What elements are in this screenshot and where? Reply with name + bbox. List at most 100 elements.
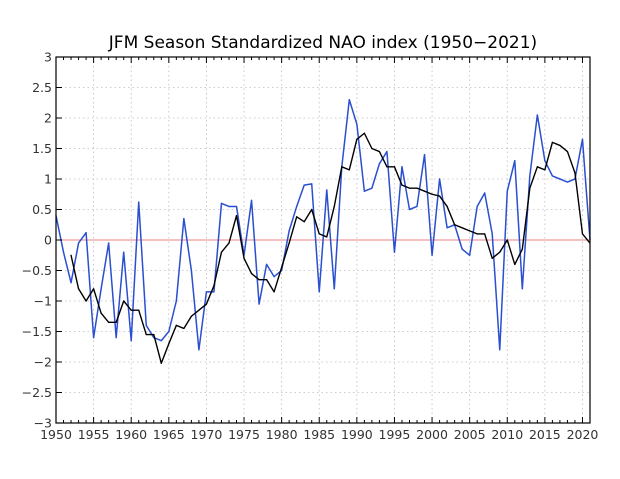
data-point <box>250 272 253 275</box>
data-point <box>311 208 313 211</box>
y-tick-label: 1.5 <box>32 141 52 156</box>
data-point <box>551 141 553 143</box>
data-point <box>544 160 546 162</box>
data-point <box>378 163 381 165</box>
series-layer <box>55 98 591 364</box>
data-point <box>461 248 463 250</box>
data-point <box>175 300 177 302</box>
y-tick-label: −0.5 <box>22 263 52 278</box>
series-line-black <box>70 132 591 364</box>
data-point <box>551 175 553 177</box>
data-point <box>175 324 177 326</box>
data-point <box>281 266 283 269</box>
x-tick-label: 2020 <box>567 427 599 442</box>
data-point <box>100 312 102 314</box>
data-point <box>311 183 313 185</box>
data-point <box>62 251 65 253</box>
data-point <box>484 233 486 235</box>
data-point <box>130 309 132 311</box>
data-point <box>393 166 396 168</box>
data-point <box>273 276 275 278</box>
data-point <box>228 205 230 208</box>
data-point <box>521 248 523 250</box>
data-point <box>130 340 132 342</box>
y-tick-label: 2.5 <box>32 80 52 95</box>
data-point <box>190 315 192 317</box>
data-point <box>220 202 223 204</box>
data-point <box>454 224 456 226</box>
data-point <box>205 291 208 293</box>
data-point <box>235 215 238 217</box>
x-axis-ticks: 1950 1955 1960 1965 1970 1975 1980 1985 1990 1995… <box>40 57 598 442</box>
data-point <box>243 257 245 259</box>
data-point <box>85 300 87 302</box>
data-point <box>356 138 358 140</box>
y-axis-ticks: 3 2.5 2 1.5 1 0.5 0 −0.5 −1 −1.5 −2 −2.5 −3 <box>22 50 62 431</box>
data-point <box>93 337 95 339</box>
data-point <box>190 269 192 272</box>
data-point <box>506 190 508 192</box>
data-point <box>431 254 433 256</box>
data-point <box>438 195 441 197</box>
y-tick-label: 0 <box>44 233 52 248</box>
data-point <box>333 288 335 290</box>
data-point <box>416 187 418 189</box>
data-point <box>168 343 170 345</box>
data-point <box>318 291 320 293</box>
data-point <box>183 327 185 330</box>
data-point <box>491 257 493 259</box>
data-point <box>273 291 275 293</box>
data-point <box>423 190 426 192</box>
data-point <box>160 362 162 364</box>
data-point <box>318 233 320 235</box>
data-point <box>250 199 253 201</box>
x-tick-label: 1990 <box>341 427 373 442</box>
data-point <box>386 166 388 168</box>
data-point <box>326 236 328 238</box>
data-point <box>529 175 531 177</box>
data-point <box>514 160 516 162</box>
data-point <box>145 324 147 326</box>
data-point <box>198 349 200 351</box>
data-point <box>77 288 80 290</box>
data-point <box>183 218 185 220</box>
data-point <box>265 263 268 265</box>
data-point <box>153 333 155 336</box>
x-tick-label: 1995 <box>379 427 411 442</box>
data-point <box>213 291 215 293</box>
y-tick-label: −1.5 <box>22 324 52 339</box>
data-point <box>446 227 448 229</box>
data-point <box>100 288 102 290</box>
data-point <box>138 309 140 311</box>
data-point <box>220 251 223 253</box>
data-point <box>303 221 305 223</box>
data-point <box>363 132 365 134</box>
data-point <box>581 138 584 140</box>
data-point <box>581 233 584 235</box>
data-point <box>296 216 298 218</box>
data-point <box>461 227 463 229</box>
data-point <box>401 166 403 168</box>
data-point <box>393 251 396 253</box>
data-point <box>70 282 72 284</box>
data-point <box>484 192 486 194</box>
x-tick-label: 1985 <box>303 427 335 442</box>
data-point <box>529 187 531 189</box>
x-tick-label: 1970 <box>191 427 223 442</box>
data-point <box>574 172 576 174</box>
data-point <box>108 242 110 244</box>
y-tick-label: 3 <box>44 50 52 65</box>
data-point <box>536 114 538 116</box>
data-point <box>566 150 569 153</box>
data-point <box>341 166 343 168</box>
data-point <box>258 303 260 305</box>
data-point <box>491 233 493 235</box>
data-point <box>303 184 305 186</box>
data-point <box>348 169 350 171</box>
series-line-blue <box>55 98 591 351</box>
data-point <box>499 251 501 253</box>
data-point <box>77 242 80 244</box>
x-tick-label: 1980 <box>266 427 298 442</box>
data-point <box>85 232 87 234</box>
